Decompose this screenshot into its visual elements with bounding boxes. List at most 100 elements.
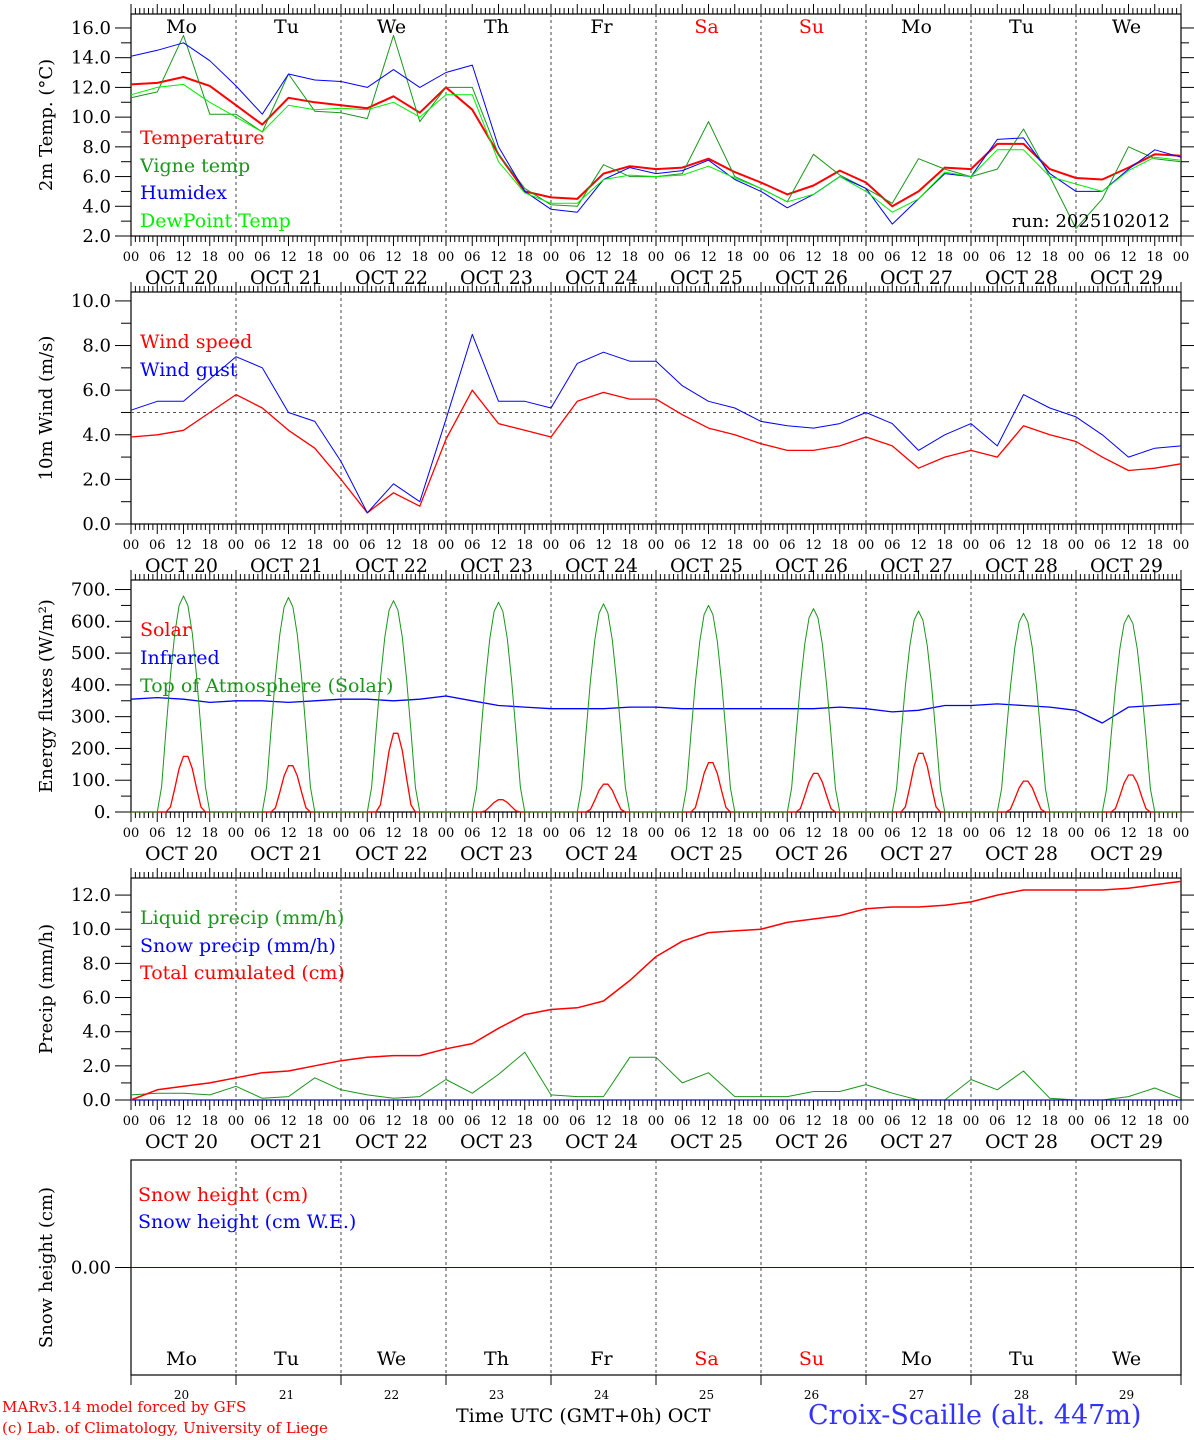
hour-label: 06 (254, 1114, 271, 1129)
hour-label: 18 (516, 250, 533, 265)
date-label: OCT 28 (985, 267, 1058, 289)
hour-label: 00 (228, 250, 245, 265)
hour-label: 18 (831, 538, 848, 553)
hour-label: 12 (1015, 538, 1032, 553)
hour-label: 06 (464, 250, 481, 265)
series-line-wind-gust (130, 333, 1182, 514)
y-tick-label: 100. (71, 770, 111, 791)
weekday-label: We (377, 1348, 406, 1370)
hour-label: 18 (936, 826, 953, 841)
y-axis-title: Precip (mm/h) (36, 924, 57, 1054)
hour-label: 18 (306, 250, 323, 265)
hour-label: 06 (569, 1114, 586, 1129)
hour-label: 12 (595, 250, 612, 265)
hour-label: 18 (621, 538, 638, 553)
x-axis-title: Time UTC (GMT+0h) OCT (456, 1405, 711, 1427)
hour-label: 00 (333, 826, 350, 841)
hour-label: 18 (1041, 538, 1058, 553)
date-label: OCT 20 (145, 843, 218, 865)
hour-label: 06 (779, 538, 796, 553)
hour-label: 00 (228, 538, 245, 553)
hour-label: 06 (464, 538, 481, 553)
date-label: OCT 24 (565, 267, 638, 289)
legend-entry: Wind gust (140, 359, 238, 381)
date-label: OCT 26 (775, 1131, 848, 1153)
hour-label: 18 (621, 1114, 638, 1129)
hour-label: 06 (989, 1114, 1006, 1129)
hour-label: 18 (1146, 250, 1163, 265)
hour-label: 00 (858, 826, 875, 841)
hour-label: 00 (963, 826, 980, 841)
y-tick-label: 2.0 (82, 469, 111, 490)
date-label: OCT 22 (355, 555, 428, 577)
hour-label: 00 (648, 1114, 665, 1129)
hour-label: 12 (175, 538, 192, 553)
legend-entry: Wind speed (140, 331, 252, 353)
hour-label: 18 (306, 826, 323, 841)
credit-lab: (c) Lab. of Climatology, University of L… (2, 1419, 328, 1437)
hour-label: 12 (280, 1114, 297, 1129)
date-label: OCT 29 (1090, 267, 1163, 289)
panel-3 (115, 570, 1194, 822)
hour-label: 18 (1041, 826, 1058, 841)
hour-label: 18 (411, 826, 428, 841)
date-label: OCT 27 (880, 843, 953, 865)
weekday-label: Su (799, 1348, 824, 1370)
hour-label: 06 (569, 250, 586, 265)
date-label: OCT 25 (670, 843, 743, 865)
hour-label: 06 (674, 538, 691, 553)
hour-label: 12 (1120, 826, 1137, 841)
date-label: OCT 25 (670, 1131, 743, 1153)
hour-label: 06 (359, 826, 376, 841)
hour-label: 18 (201, 250, 218, 265)
y-tick-label: 6.0 (82, 167, 111, 188)
hour-label: 06 (884, 250, 901, 265)
series-line-temperature (130, 76, 1182, 208)
date-label: OCT 23 (460, 843, 533, 865)
y-tick-label: 4.0 (82, 1022, 111, 1043)
date-label: OCT 24 (565, 1131, 638, 1153)
weekday-label: Su (799, 16, 824, 38)
legend-entry: Snow precip (mm/h) (140, 935, 336, 957)
panel-5 (115, 1159, 1194, 1385)
day-number: 21 (279, 1388, 294, 1402)
hour-label: 06 (674, 1114, 691, 1129)
y-tick-label: 0. (94, 802, 111, 823)
hour-label: 00 (1173, 826, 1190, 841)
y-tick-label: 600. (71, 611, 111, 632)
y-tick-label: 10.0 (71, 919, 111, 940)
date-label: OCT 29 (1090, 1131, 1163, 1153)
weekday-label: Tu (1009, 1348, 1034, 1370)
hour-label: 12 (1120, 1114, 1137, 1129)
series-line-top-of-atmosphere-solar- (131, 595, 1181, 813)
date-label: OCT 20 (145, 267, 218, 289)
hour-label: 00 (228, 826, 245, 841)
hour-label: 00 (123, 538, 140, 553)
hour-label: 18 (201, 826, 218, 841)
y-tick-label: 12.0 (71, 77, 111, 98)
hour-label: 06 (1094, 250, 1111, 265)
y-tick-label: 2.0 (82, 226, 111, 247)
hour-label: 12 (805, 538, 822, 553)
legend-entry: Humidex (140, 182, 227, 204)
date-label: OCT 24 (565, 555, 638, 577)
hour-label: 18 (1041, 1114, 1058, 1129)
hour-label: 06 (989, 826, 1006, 841)
date-label: OCT 22 (355, 267, 428, 289)
hour-label: 06 (149, 538, 166, 553)
date-label: OCT 23 (460, 1131, 533, 1153)
hour-label: 12 (1015, 1114, 1032, 1129)
hour-label: 18 (831, 1114, 848, 1129)
hour-label: 18 (1041, 250, 1058, 265)
hour-label: 18 (831, 250, 848, 265)
hour-label: 12 (910, 538, 927, 553)
y-axis-title: 2m Temp. (°C) (36, 59, 57, 191)
y-axis-title: Energy fluxes (W/m²) (36, 599, 57, 793)
date-label: OCT 22 (355, 843, 428, 865)
weekday-label: Mo (901, 1348, 932, 1370)
weekday-label: Tu (274, 16, 299, 38)
legend-entry: Top of Atmosphere (Solar) (140, 675, 393, 697)
hour-label: 12 (595, 826, 612, 841)
date-label: OCT 25 (670, 555, 743, 577)
y-tick-label: 4.0 (82, 196, 111, 217)
